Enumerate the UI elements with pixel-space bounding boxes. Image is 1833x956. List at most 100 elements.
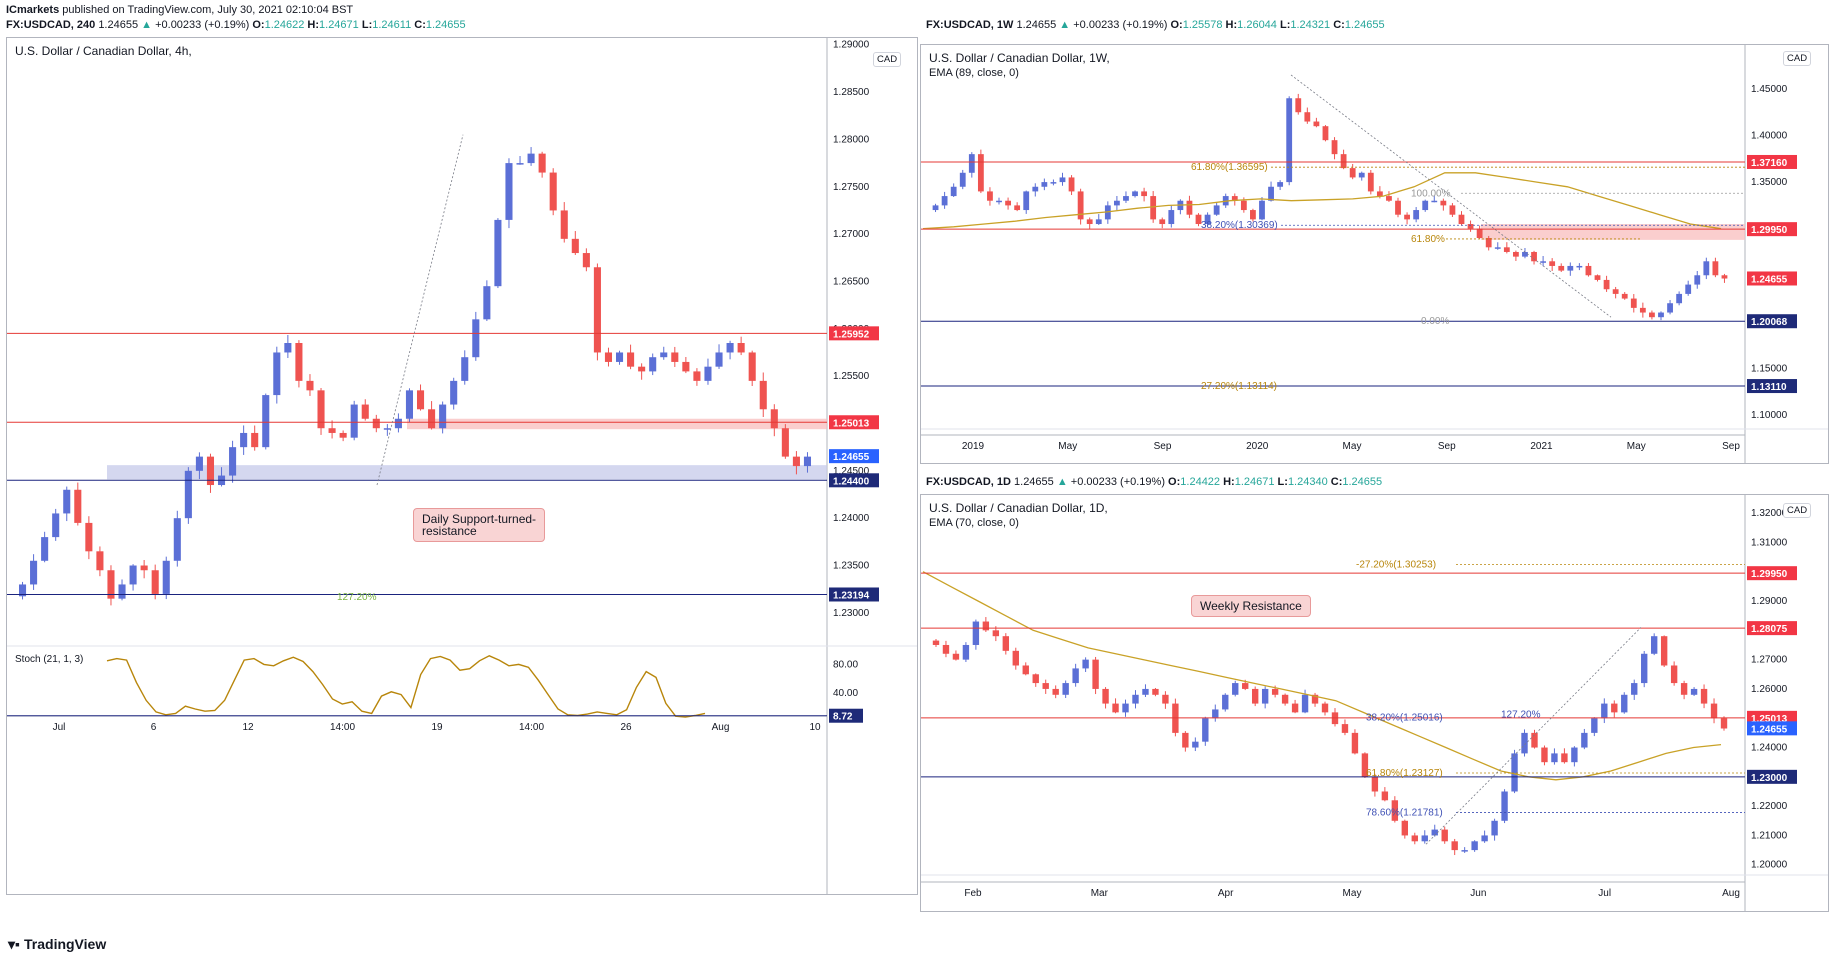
candle-up bbox=[1690, 688, 1698, 695]
symbol-h4: FX:USDCAD, 240 bbox=[6, 19, 96, 31]
price-tag-label: 1.24655 bbox=[1751, 724, 1788, 735]
chart-w1-svg[interactable]: 1.450001.400001.350001.300001.250001.200… bbox=[921, 45, 1828, 463]
candle-down bbox=[140, 565, 148, 571]
candle-down bbox=[560, 210, 568, 239]
candle-up bbox=[715, 352, 723, 367]
currency-badge-d1[interactable]: CAD bbox=[1783, 503, 1812, 518]
candle-down bbox=[1411, 835, 1418, 842]
fib-annotation: 27.20%(1.13114) bbox=[1201, 381, 1277, 392]
candle-down bbox=[1311, 694, 1319, 704]
candle-up bbox=[1082, 659, 1089, 669]
currency-badge-h4[interactable]: CAD bbox=[873, 52, 902, 67]
candle-up bbox=[1095, 219, 1102, 225]
callout-weekly-resistance: Weekly Resistance bbox=[1191, 595, 1311, 617]
low-h4: 1.24611 bbox=[372, 19, 412, 31]
candle-down bbox=[1381, 791, 1389, 801]
last-price-h4: 1.24655 bbox=[98, 19, 139, 31]
y-tick-label: 1.20000 bbox=[1751, 860, 1788, 871]
candle-down bbox=[428, 409, 436, 429]
x-tick-label: 6 bbox=[151, 722, 157, 733]
stoch-y-tick: 40.00 bbox=[833, 688, 858, 699]
currency-badge-w1[interactable]: CAD bbox=[1783, 51, 1812, 66]
candle-up bbox=[350, 404, 358, 438]
candle-down bbox=[295, 343, 303, 381]
x-tick-label: Apr bbox=[1218, 888, 1234, 899]
x-tick-label: 14:00 bbox=[330, 722, 355, 733]
level-tag-label: 1.25013 bbox=[1751, 714, 1788, 725]
candle-down bbox=[1077, 191, 1084, 220]
candle-up bbox=[195, 456, 203, 471]
x-tick-label: May bbox=[1343, 441, 1362, 452]
candle-down bbox=[982, 621, 990, 631]
brand-name: TradingView bbox=[24, 936, 107, 952]
up-arrow-icon: ▲ bbox=[141, 19, 153, 31]
chart-h4-svg[interactable]: 1.29000 1.28500 1.28000 1.27500 1.27000 1.265… bbox=[7, 38, 917, 894]
chart-panel-d1[interactable]: 1.320001.310001.300001.290001.280001.270… bbox=[920, 494, 1829, 912]
candle-up bbox=[1621, 694, 1628, 713]
candle-down bbox=[942, 644, 950, 654]
candle-down bbox=[593, 267, 601, 353]
candle-up bbox=[1591, 718, 1598, 733]
y-tick-label: 1.21000 bbox=[1751, 830, 1788, 841]
candle-down bbox=[1630, 298, 1637, 308]
y-tick-label: 1.45000 bbox=[1751, 84, 1788, 95]
candle-down bbox=[671, 352, 679, 362]
x-tick-label: Sep bbox=[1722, 441, 1740, 452]
candle-down bbox=[1231, 196, 1238, 201]
candle-up bbox=[240, 432, 248, 448]
price-tag-label: 1.24655 bbox=[1751, 274, 1788, 285]
candle-up bbox=[941, 196, 948, 206]
candle-down bbox=[361, 404, 369, 419]
candle-up bbox=[1501, 791, 1508, 821]
last-price-w1: 1.24655 bbox=[1016, 19, 1057, 31]
candle-up bbox=[41, 537, 49, 561]
ema-line bbox=[922, 571, 1722, 781]
candle-down bbox=[1251, 688, 1259, 704]
x-tick-label: Feb bbox=[964, 888, 982, 899]
high-w1: 1.26044 bbox=[1237, 19, 1277, 31]
y-tick-label: 1.24000 bbox=[833, 513, 870, 524]
candle-down bbox=[1449, 205, 1456, 215]
y-tick-label: 1.28000 bbox=[833, 134, 870, 145]
candle-up bbox=[972, 621, 980, 645]
level-tag-bg bbox=[1747, 769, 1797, 784]
candle-up bbox=[262, 395, 270, 448]
candle-up bbox=[1431, 200, 1438, 203]
symbol-line-h4: FX:USDCAD, 240 1.24655 ▲ +0.00233 (+0.19… bbox=[6, 19, 466, 31]
x-tick-label: 14:00 bbox=[519, 722, 544, 733]
candle-up bbox=[1461, 850, 1468, 852]
stoch-tag-bg bbox=[829, 708, 863, 723]
candle-up bbox=[1032, 186, 1039, 192]
candle-up bbox=[726, 343, 734, 353]
candle-down bbox=[1395, 200, 1401, 215]
fib-annotation: 127.20% bbox=[1501, 710, 1541, 721]
chart-d1-svg[interactable]: 1.320001.310001.300001.290001.280001.270… bbox=[921, 495, 1828, 911]
candle-up bbox=[962, 644, 970, 660]
candle-down bbox=[251, 432, 259, 448]
candle-down bbox=[1341, 724, 1349, 733]
fib-annotation: 61.80% bbox=[1411, 234, 1445, 245]
candle-down bbox=[1159, 219, 1166, 225]
x-tick-label: 2020 bbox=[1246, 441, 1269, 452]
candle-up bbox=[1358, 172, 1365, 178]
chart-panel-w1[interactable]: 1.450001.400001.350001.300001.250001.200… bbox=[920, 44, 1829, 464]
candle-up bbox=[30, 560, 38, 585]
high-h4: 1.24671 bbox=[319, 19, 359, 31]
candle-up bbox=[1301, 694, 1309, 713]
candle-up bbox=[950, 186, 957, 197]
trend-line bbox=[1425, 627, 1642, 845]
candle-down bbox=[792, 456, 800, 467]
price-tag-bg bbox=[1747, 271, 1797, 286]
y-tick-label: 1.40000 bbox=[1751, 131, 1788, 142]
candle-down bbox=[85, 522, 93, 552]
candle-down bbox=[107, 570, 115, 599]
level-tag-bg bbox=[829, 473, 879, 488]
candle-up bbox=[1703, 261, 1710, 276]
candle-up bbox=[1694, 275, 1701, 285]
y-tick-label: 1.27000 bbox=[1751, 655, 1788, 666]
candle-up bbox=[1041, 182, 1048, 187]
candle-down bbox=[1720, 718, 1728, 729]
candle-down bbox=[1052, 688, 1059, 695]
candle-up bbox=[1522, 251, 1528, 257]
chart-panel-h4[interactable]: 1.29000 1.28500 1.28000 1.27500 1.27000 1.265… bbox=[6, 37, 918, 895]
